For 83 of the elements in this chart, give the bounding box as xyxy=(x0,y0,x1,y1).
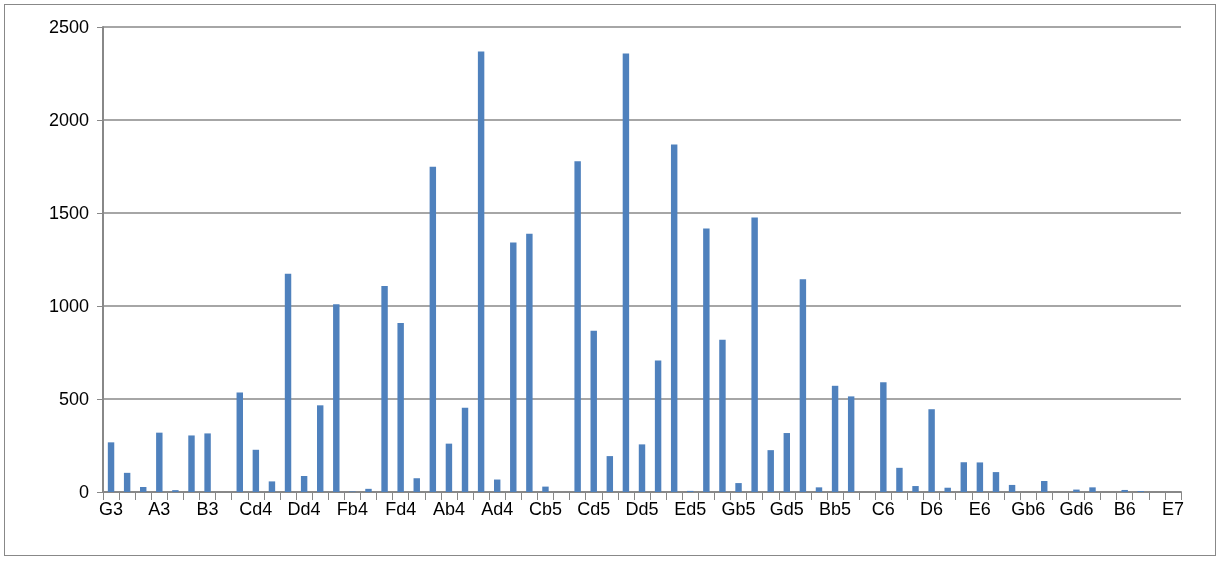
bar xyxy=(477,51,485,492)
bar xyxy=(284,273,292,492)
bar xyxy=(928,409,935,492)
x-tick-label: B3 xyxy=(196,499,219,519)
bar xyxy=(204,433,211,492)
x-tick-label: Ab4 xyxy=(432,499,465,519)
x-tick-label: B6 xyxy=(1113,499,1136,519)
bar xyxy=(751,217,758,492)
y-tick-label: 1500 xyxy=(48,203,89,223)
bar xyxy=(1089,487,1096,492)
bar xyxy=(107,442,115,492)
bar xyxy=(831,385,839,492)
bar xyxy=(413,478,420,492)
bar xyxy=(783,433,791,492)
x-tick-label: D6 xyxy=(920,499,944,519)
bar xyxy=(960,462,968,492)
bar xyxy=(252,449,260,492)
bar xyxy=(333,304,340,492)
bar xyxy=(445,443,453,492)
bar xyxy=(1008,484,1016,492)
x-tick-label: Gb5 xyxy=(721,499,756,519)
bar xyxy=(606,456,614,492)
x-tick-label: Gd6 xyxy=(1059,499,1094,519)
x-tick-label: Fb4 xyxy=(336,499,368,519)
x-tick-label: E6 xyxy=(968,499,991,519)
x-tick-label: Gd5 xyxy=(769,499,804,519)
x-tick-label: Ad4 xyxy=(481,499,514,519)
x-tick-label: C6 xyxy=(871,499,895,519)
x-tick-label: Cb5 xyxy=(528,499,562,519)
bar xyxy=(944,487,951,492)
y-tick-label: 500 xyxy=(58,389,89,409)
bar xyxy=(365,488,372,492)
bar xyxy=(847,396,855,492)
x-tick-label: Bb5 xyxy=(819,499,852,519)
x-tick-label: A3 xyxy=(148,499,171,519)
x-tick-label: Ed5 xyxy=(674,499,707,519)
bar xyxy=(912,486,919,492)
bar xyxy=(703,228,710,492)
bar xyxy=(622,53,630,492)
bar xyxy=(1121,489,1128,492)
bar xyxy=(493,479,501,492)
bar xyxy=(510,242,517,492)
bar xyxy=(815,487,823,492)
y-tick-label: 0 xyxy=(78,482,89,502)
bar xyxy=(381,285,388,492)
bar xyxy=(799,279,807,492)
bar xyxy=(992,472,1000,492)
bar xyxy=(976,462,984,492)
y-tick-label: 1000 xyxy=(48,296,89,316)
x-tick-label: Dd4 xyxy=(287,499,321,519)
bar xyxy=(140,486,147,492)
bar xyxy=(123,472,131,492)
bar xyxy=(767,450,774,492)
bar xyxy=(654,360,662,492)
y-tick-label: 2000 xyxy=(48,110,89,130)
bar xyxy=(526,233,533,492)
bar xyxy=(156,432,163,492)
x-tick-label: Gb6 xyxy=(1011,499,1046,519)
bar xyxy=(397,322,404,492)
bar xyxy=(429,166,437,492)
bar xyxy=(638,444,646,492)
bar xyxy=(542,486,549,492)
bar xyxy=(880,382,887,492)
bar xyxy=(316,405,324,492)
x-tick-label: Cd4 xyxy=(239,499,273,519)
bar xyxy=(574,161,581,492)
bar xyxy=(896,467,903,492)
bar xyxy=(236,392,243,492)
bar xyxy=(590,330,597,492)
bar xyxy=(735,483,742,492)
bar xyxy=(719,339,726,492)
x-tick-label: Dd5 xyxy=(625,499,659,519)
bar xyxy=(670,144,678,492)
bar xyxy=(268,481,276,492)
y-tick-label: 2500 xyxy=(48,17,89,37)
bar xyxy=(1041,481,1048,492)
bar xyxy=(300,476,308,492)
bar xyxy=(188,435,195,492)
bar xyxy=(461,407,469,492)
x-tick-label: Cd5 xyxy=(577,499,611,519)
x-tick-label: Fd4 xyxy=(385,499,417,519)
x-tick-label: G3 xyxy=(99,499,124,519)
x-tick-label: E7 xyxy=(1161,499,1184,519)
